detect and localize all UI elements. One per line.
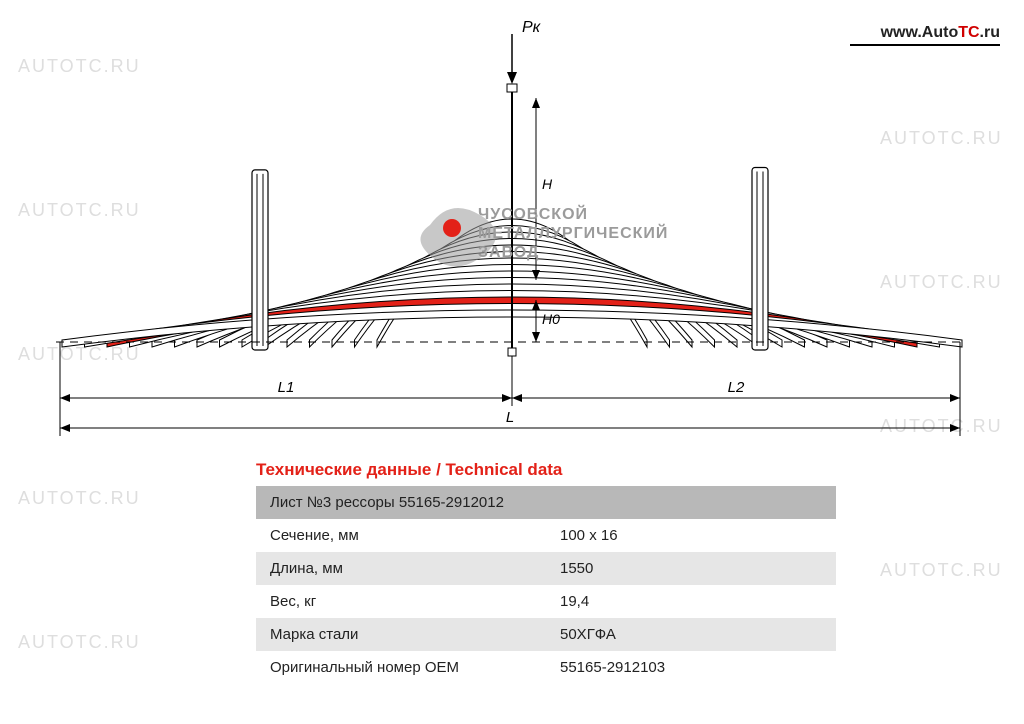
svg-text:L1: L1 — [278, 379, 295, 396]
tech-header-row: Лист №3 рессоры 55165-2912012 — [256, 486, 836, 519]
table-row: Марка стали 50ХГФА — [256, 618, 836, 651]
tech-data-table: Лист №3 рессоры 55165-2912012 Сечение, м… — [256, 486, 836, 684]
row-label: Оригинальный номер ОЕМ — [256, 651, 546, 684]
table-row: Длина, мм 1550 — [256, 552, 836, 585]
row-label: Длина, мм — [256, 552, 546, 585]
row-value: 100 х 16 — [546, 519, 836, 552]
tech-data-title: Технические данные / Technical data — [256, 460, 562, 480]
table-row: Вес, кг 19,4 — [256, 585, 836, 618]
table-row: Оригинальный номер ОЕМ 55165-2912103 — [256, 651, 836, 684]
row-value: 1550 — [546, 552, 836, 585]
svg-text:L: L — [506, 409, 514, 426]
svg-text:H: H — [542, 176, 553, 192]
row-label: Марка стали — [256, 618, 546, 651]
row-value: 50ХГФА — [546, 618, 836, 651]
tech-header-cell: Лист №3 рессоры 55165-2912012 — [256, 486, 836, 519]
table-row: Сечение, мм 100 х 16 — [256, 519, 836, 552]
row-label: Сечение, мм — [256, 519, 546, 552]
svg-text:L2: L2 — [728, 379, 745, 396]
row-value: 55165-2912103 — [546, 651, 836, 684]
svg-text:Рк: Рк — [522, 19, 542, 36]
row-label: Вес, кг — [256, 585, 546, 618]
svg-text:H0: H0 — [542, 311, 560, 327]
row-value: 19,4 — [546, 585, 836, 618]
